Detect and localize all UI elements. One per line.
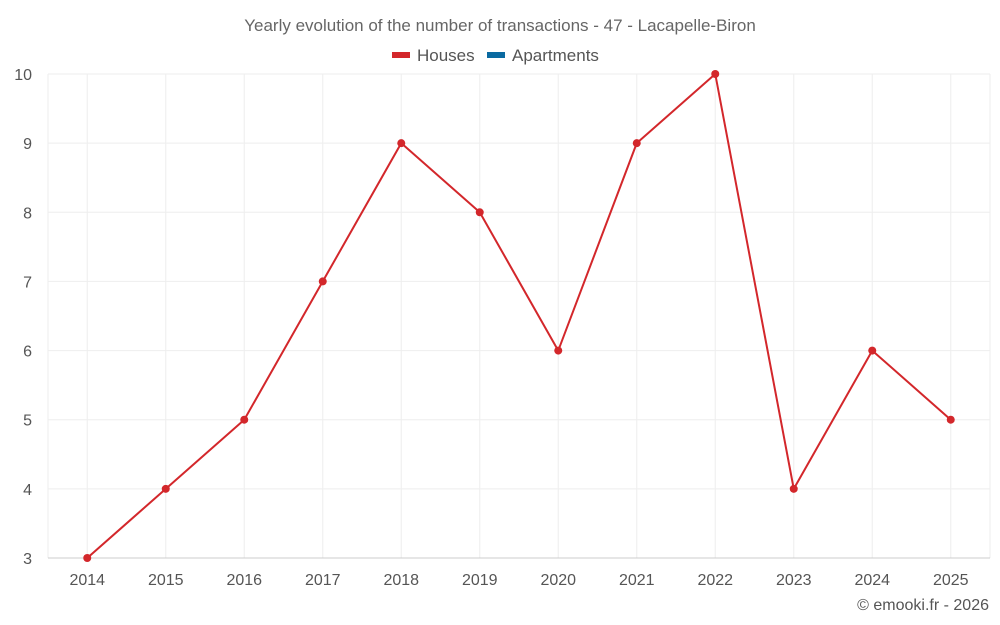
- credit-text: © emooki.fr - 2026: [857, 597, 989, 614]
- data-point-houses[interactable]: [946, 415, 955, 424]
- data-point-houses[interactable]: [554, 346, 563, 355]
- y-axis-ticks: 3 4 5 6 7 8 9 10: [14, 67, 32, 568]
- x-tick-label: 2019: [462, 572, 498, 589]
- legend-label-apartments: Apartments: [512, 46, 599, 65]
- legend-label-houses: Houses: [417, 46, 475, 65]
- data-point-houses[interactable]: [475, 208, 484, 217]
- x-tick-label: 2020: [540, 572, 576, 589]
- x-axis-ticks: 2014 2015 2016 2017 2018 2019 2020 2021 2022 2023…: [69, 572, 968, 589]
- x-tick-label: 2018: [383, 572, 419, 589]
- legend-item-houses[interactable]: Houses: [392, 46, 475, 65]
- x-tick-label: 2017: [305, 572, 341, 589]
- x-tick-label: 2024: [854, 572, 890, 589]
- y-tick-label: 5: [23, 413, 32, 430]
- y-tick-label: 8: [23, 205, 32, 222]
- data-point-houses[interactable]: [711, 70, 720, 78]
- x-tick-label: 2021: [619, 572, 655, 589]
- chart-title: Yearly evolution of the number of transa…: [244, 16, 756, 35]
- data-point-houses[interactable]: [632, 139, 641, 148]
- data-point-houses[interactable]: [161, 484, 170, 493]
- series-houses: [83, 70, 955, 562]
- legend: Houses Apartments: [392, 46, 599, 65]
- legend-item-apartments[interactable]: Apartments: [487, 46, 599, 65]
- x-tick-label: 2025: [933, 572, 969, 589]
- series-line-houses: [86, 73, 952, 559]
- x-tick-label: 2014: [69, 572, 105, 589]
- x-tick-label: 2023: [776, 572, 812, 589]
- legend-swatch-apartments: [487, 52, 505, 58]
- data-point-houses[interactable]: [397, 139, 406, 148]
- x-tick-label: 2016: [226, 572, 262, 589]
- x-tick-label: 2015: [148, 572, 184, 589]
- legend-swatch-houses: [392, 52, 410, 58]
- y-tick-label: 6: [23, 344, 32, 361]
- x-tick-label: 2022: [697, 572, 733, 589]
- data-point-houses[interactable]: [83, 554, 92, 562]
- y-tick-label: 9: [23, 136, 32, 153]
- data-point-houses[interactable]: [240, 415, 249, 424]
- data-point-houses[interactable]: [318, 277, 327, 286]
- y-tick-label: 3: [23, 551, 32, 568]
- data-point-houses[interactable]: [868, 346, 877, 355]
- data-point-houses[interactable]: [789, 484, 798, 493]
- y-tick-label: 4: [23, 482, 32, 499]
- grid: [47, 73, 991, 559]
- y-tick-label: 7: [23, 274, 32, 291]
- y-tick-label: 10: [14, 67, 32, 84]
